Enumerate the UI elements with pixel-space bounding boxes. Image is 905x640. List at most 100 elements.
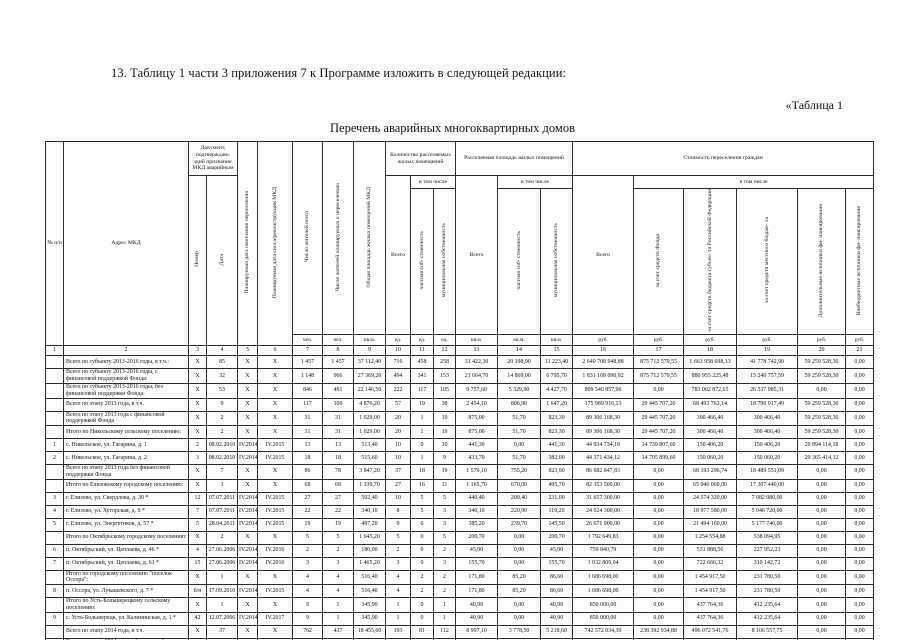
table-cell: 502,40 [353, 491, 386, 506]
column-number-cell: 21 [845, 345, 875, 357]
table-cell: б/н [188, 584, 207, 599]
table-cell: IV.2014 [237, 584, 258, 599]
column-number-cell: 12 [432, 345, 457, 357]
table-cell: 5 218,60 [540, 624, 574, 639]
table-cell: X [237, 382, 258, 399]
table-cell: 27 369,20 [353, 368, 386, 384]
table-cell [45, 355, 64, 370]
table-cell: 86,60 [540, 584, 574, 599]
table-cell: 86,60 [540, 569, 574, 586]
table-cell: 437 764,36 [683, 611, 738, 626]
table-cell: 2 454,10 [455, 397, 499, 412]
table-cell: 13 [322, 438, 354, 453]
table-cell: 1 454 917,50 [683, 569, 738, 586]
table-cell: 9 757,60 [455, 382, 499, 399]
table-row: Всего по субъекту 2013-2016 годы, с фина… [45, 368, 875, 384]
table-cell: X [257, 530, 293, 545]
table-cell: 68 [322, 478, 354, 493]
table-cell: 762 [292, 624, 323, 639]
table-cell: 6 [45, 543, 64, 558]
table-cell: 1 029,00 [353, 410, 386, 427]
amendment-paragraph: 13. Таблицу 1 части 3 приложения 7 к Про… [111, 66, 567, 80]
table-cell: 231 780,50 [736, 569, 799, 586]
col-group-units: Количество расселяемых жилых помещений [384, 141, 457, 176]
table-cell: 4 [322, 584, 354, 599]
table-cell: 15 240 757,59 [736, 368, 799, 384]
table-cell: 89 306 168,30 [572, 410, 635, 427]
table-cell: X [237, 397, 258, 412]
table-cell: 0,00 [497, 597, 542, 613]
table-cell: 18 489 551,09 [736, 464, 799, 480]
table-cell: X [188, 368, 207, 384]
table-cell: 59 259 528,30 [797, 410, 847, 427]
table-cell: 175 989 916,13 [572, 397, 635, 412]
col-subgroup-units-including: в том числе [409, 175, 457, 189]
table-cell: X [257, 368, 293, 384]
address-cell: с. Усть-Большерецк, ул. Калининская, д. … [63, 611, 189, 626]
table-cell: 19 [432, 464, 457, 480]
table-cell: 0 [410, 438, 434, 453]
table-cell [45, 478, 64, 493]
col-header-cost-region: за счет средств бюджета субъек- та Росси… [683, 187, 738, 336]
table-cell: 153 [432, 368, 457, 384]
table-cell: 823,90 [540, 464, 574, 480]
table-cell: 8 997,10 [455, 624, 499, 639]
table-cell: 5 [292, 530, 323, 545]
table-cell: 17 307 440,00 [736, 478, 799, 493]
table-cell: 0,00 [633, 491, 685, 506]
table-cell: 9 [432, 451, 457, 466]
table-cell: 24 574 320,00 [683, 491, 738, 506]
table-cell: IV.2015 [257, 438, 293, 453]
table-cell: 0,00 [633, 530, 685, 545]
table-cell: 340,10 [455, 504, 499, 519]
table-cell: 809 540 857,96 [572, 382, 635, 399]
table-cell: 200,70 [540, 530, 574, 545]
table-cell: 45,00 [540, 543, 574, 558]
table-cell: 12 [188, 491, 207, 506]
table-cell: 1 [410, 451, 434, 466]
table-cell: 300 466,40 [683, 410, 738, 427]
table-cell: 14 705 899,60 [633, 451, 685, 466]
column-number-cell: 20 [797, 345, 847, 357]
col-header-address: Адрес МКД [63, 140, 189, 347]
table-cell: 31 422,30 [455, 355, 499, 370]
table-cell: 7 082 980,00 [736, 491, 799, 506]
table-cell: 0,00 [497, 556, 542, 571]
column-number-cell: 7 [292, 345, 323, 357]
table-cell: 11 223,40 [540, 355, 574, 370]
address-cell: Итого по Никольскому сельскому поселению… [63, 425, 189, 440]
table-cell: 5 [45, 517, 64, 532]
table-cell: 340,10 [353, 504, 386, 519]
table-cell: 28.04.2011 [206, 517, 238, 532]
table-cell: 0,00 [845, 504, 875, 519]
col-group-area: Расселяемая площадь жилых помещений [455, 141, 574, 176]
col-subgroup-area-including: в том числе [497, 175, 574, 189]
table-cell: 0,00 [845, 597, 875, 613]
table-cell: 7 [45, 556, 64, 571]
table-cell: X [237, 530, 258, 545]
table-cell: 68 193 296,74 [683, 464, 738, 480]
table-cell: 193 [385, 624, 411, 639]
unit-cell: кв.м. [353, 334, 386, 347]
column-number-row: 1 2 3 4 5 6 7 8 9 10 11 12 13 14 15 16 17 18 19 20 21 [45, 345, 875, 357]
table-cell [45, 624, 64, 639]
table-cell: 531 888,56 [683, 543, 738, 558]
table-cell: 0,00 [845, 397, 875, 412]
table-cell: 8 106 557,75 [736, 624, 799, 639]
table-cell: 2 [322, 543, 354, 558]
table-cell: 22 [292, 504, 323, 519]
table-cell: X [237, 464, 258, 480]
table-row: 3 г. Елизово, ул. Свердлова, д. 30 * 12 07.… [45, 491, 875, 506]
table-cell: 0,00 [845, 368, 875, 384]
table-row: Всего по субъекту 2013-2016 годы, без фи… [45, 382, 875, 399]
table-row: 7 п. Октябрьский, ул. Цеплаева, д. 61 * 15… [45, 556, 875, 571]
table-cell: X [188, 382, 207, 399]
column-number-cell: 15 [540, 345, 574, 357]
table-cell: X [237, 597, 258, 613]
table-cell: 458 [410, 355, 434, 370]
table-cell: 1 686 698,00 [572, 569, 635, 586]
table-cell: 37 112,40 [353, 355, 386, 370]
table-cell: 89 306 168,30 [572, 425, 635, 440]
column-number-cell: 4 [206, 345, 238, 357]
table-cell: 437 [322, 624, 354, 639]
